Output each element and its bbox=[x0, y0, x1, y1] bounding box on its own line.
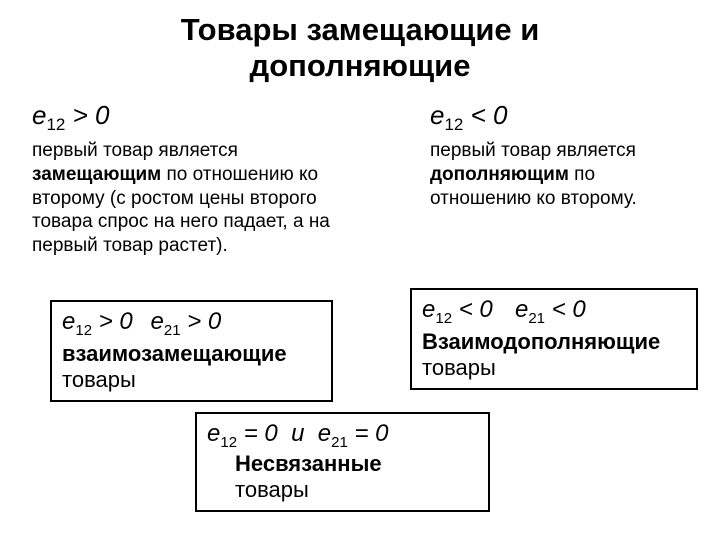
box-left-label-rest: товары bbox=[62, 367, 136, 392]
box-complements: e12 < 0 e21 < 0 Взаимодополняющие товары bbox=[410, 288, 698, 390]
right-formula: e12 < 0 bbox=[430, 100, 685, 135]
box-unrelated: e12 = 0 и e21 = 0 Несвязанные товары bbox=[195, 412, 490, 512]
left-desc-bold: замещающим bbox=[32, 164, 161, 185]
right-desc-bold: дополняющим bbox=[430, 164, 569, 185]
box-bottom-label: Несвязанные товары bbox=[207, 451, 478, 504]
right-column: e12 < 0 первый товар является дополняющи… bbox=[430, 100, 685, 210]
left-column: e12 > 0 первый товар является замещающим… bbox=[32, 100, 362, 258]
right-description: первый товар является дополняющим по отн… bbox=[430, 139, 685, 210]
box-right-label-bold: Взаимодополняющие bbox=[422, 329, 660, 354]
box-bottom-label-bold: Несвязанные bbox=[235, 451, 382, 476]
right-desc-pre: первый товар является bbox=[430, 140, 636, 161]
box-right-label-rest: товары bbox=[422, 355, 496, 380]
title-line-2: дополняющие bbox=[250, 48, 471, 83]
box-right-formulas: e12 < 0 e21 < 0 bbox=[422, 296, 686, 327]
box-bottom-label-rest: товары bbox=[235, 477, 309, 502]
title-line-1: Товары замещающие и bbox=[181, 12, 540, 47]
box-left-label: взаимозамещающие товары bbox=[62, 341, 321, 394]
slide-title: Товары замещающие и дополняющие bbox=[28, 12, 692, 83]
left-description: первый товар является замещающим по отно… bbox=[32, 139, 362, 258]
left-desc-pre: первый товар является bbox=[32, 140, 238, 161]
box-bottom-formula: e12 = 0 и e21 = 0 bbox=[207, 420, 478, 451]
box-left-label-bold: взаимозамещающие bbox=[62, 341, 287, 366]
box-substitutes: e12 > 0 e21 > 0 взаимозамещающие товары bbox=[50, 300, 333, 402]
box-right-label: Взаимодополняющие товары bbox=[422, 329, 686, 382]
box-left-formulas: e12 > 0 e21 > 0 bbox=[62, 308, 321, 339]
left-formula: e12 > 0 bbox=[32, 100, 362, 135]
